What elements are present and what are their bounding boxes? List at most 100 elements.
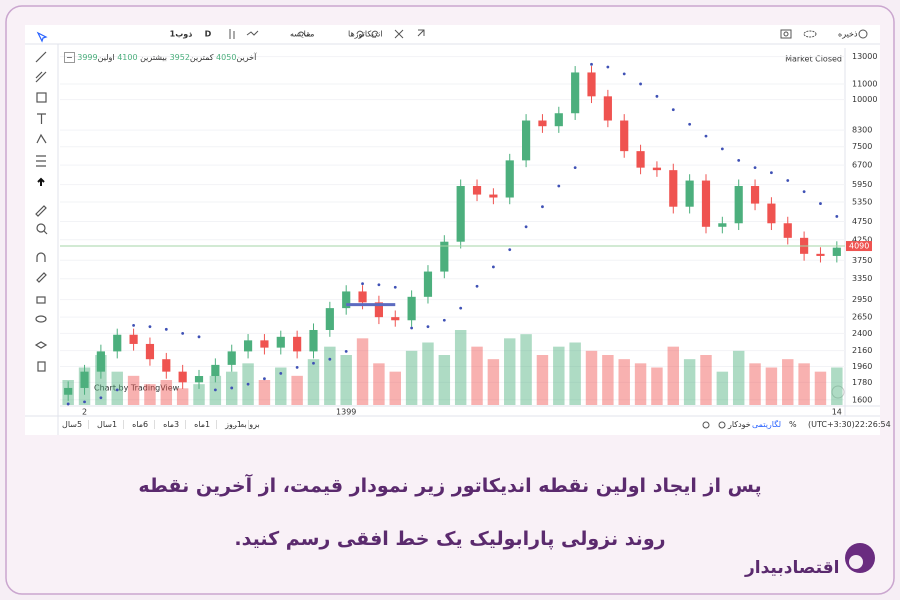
volume-bar [487,359,500,405]
volume-bar [389,371,401,405]
range-button[interactable]: 3ماه [163,420,187,429]
y-tick-label: 2160 [852,346,872,355]
range-button[interactable]: 1روز [225,420,249,429]
volume-bar [634,363,647,405]
y-tick-label: 10000 [852,95,877,104]
x-tick-label: 1399 [336,408,356,417]
y-tick-label: 5350 [852,198,872,207]
volume-bar [782,359,794,405]
volume-bar [405,350,418,405]
legend-open: اولین3999 [77,53,114,62]
interval[interactable]: D [205,30,212,39]
y-tick-label: 3750 [852,256,872,265]
candle-body [620,120,629,152]
candle-body [669,170,678,207]
candle-body [227,351,236,365]
bottom-icons[interactable] [702,421,726,429]
candle-body [456,186,465,242]
auto-button[interactable]: خودکار [728,420,751,429]
volume-bar [569,342,581,405]
volume-bar [127,375,140,405]
range-button[interactable]: 1ماه [194,420,218,429]
y-tick-label: 1960 [852,362,872,371]
goto-button[interactable]: برو به ... [230,420,260,429]
y-tick-label: 8300 [852,126,872,135]
y-tick-label: 6700 [852,161,872,170]
volume-bar [651,367,663,405]
range-button[interactable]: 1سال [97,420,125,429]
range-buttons: 5سال 1سال 6ماه 3ماه 1ماه 1روز [62,420,257,429]
sar-dot [246,382,250,386]
candle-body [342,291,351,309]
sar-dot [410,326,414,330]
volume-bar [831,367,843,405]
sar-dot [819,202,822,205]
y-tick-label: 11000 [852,79,877,88]
volume-bar [683,359,696,405]
label: بیشترین [140,53,168,62]
x-tick-label: 14 [832,408,842,417]
brand: اقتصادبیدار [745,558,840,578]
candle-body [243,340,253,352]
volume-bar [553,346,565,405]
candle-body [652,167,662,171]
sar-dot [786,179,790,182]
volume-bar [291,375,303,405]
indicators-button[interactable]: اندیکاتورها [348,30,383,39]
legend-close: آخرین4050 [216,53,256,62]
volume-bar [340,355,352,405]
candle-body [440,241,449,272]
scroll-button[interactable] [831,385,845,399]
sar-dot [835,215,839,218]
volume-bar [144,384,156,405]
volume-bar [356,338,369,405]
y-tick-label: 4750 [852,217,872,226]
collapse-icon[interactable]: − [64,52,75,63]
range-button[interactable]: 5سال [62,420,90,429]
candle-body [80,371,89,388]
candle-body [129,334,138,344]
sar-dot [83,400,86,404]
sar-dot [279,371,283,375]
compare-button[interactable]: مقایسه [290,30,314,39]
candle-body [783,223,792,238]
log-button[interactable]: لگاریتمی [752,420,782,429]
volume-bar [95,355,107,405]
volume-bar [307,359,320,405]
symbol[interactable]: ذوب1 [170,30,193,39]
y-tick-label: 5950 [852,180,872,189]
volume-bar [700,355,712,405]
candle-body [145,343,155,360]
candle-body [276,336,285,348]
candle-body [701,180,711,227]
volume-bar [504,338,516,405]
left-tools[interactable] [34,31,48,372]
percent-button[interactable]: % [789,420,797,429]
top-icons[interactable] [229,29,868,39]
candle-body [685,180,694,207]
volume-bar [716,371,729,405]
candle-body [734,186,743,224]
candle-body [489,194,498,198]
sar-dot [770,171,773,175]
volume-bar [618,359,630,405]
candle-body [522,120,531,161]
sar-dot [688,122,692,126]
save-button[interactable]: ذخیره [838,30,858,39]
candle-body [767,203,776,224]
sar-dot [704,134,708,138]
sar-dot [655,94,659,98]
sar-dot [230,386,234,390]
sar-dot [426,325,430,329]
candle-body [194,376,204,383]
range-button[interactable]: 6ماه [132,420,156,429]
legend-high: بیشترین 4100 [117,53,167,62]
sar-dot [557,184,561,188]
y-tick-label: 1600 [852,395,872,404]
watermark: Chart by TradingView [94,384,180,393]
volume-bar [454,330,467,405]
candle-body [162,359,171,372]
label: کمترین [189,53,214,62]
